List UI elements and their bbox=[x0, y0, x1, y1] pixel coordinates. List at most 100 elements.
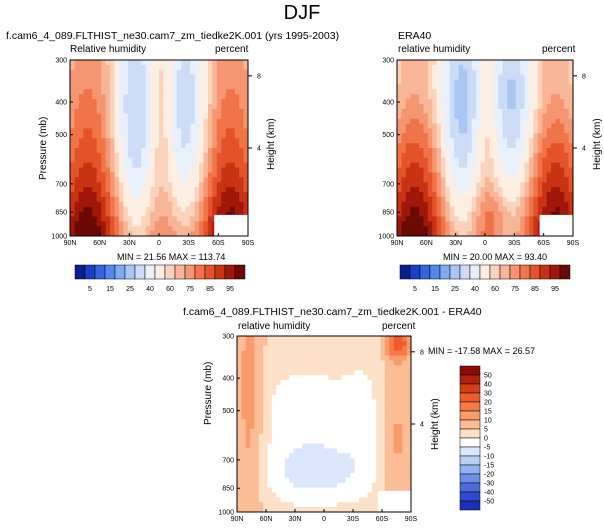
heatmap-cell bbox=[445, 79, 451, 85]
heatmap-cell bbox=[136, 84, 142, 90]
heatmap-cell bbox=[427, 99, 433, 105]
heatmap-cell bbox=[341, 472, 347, 479]
heatmap-cell bbox=[250, 487, 255, 493]
y-tick-label: 400 bbox=[382, 100, 394, 107]
heatmap-cell bbox=[96, 231, 102, 237]
heatmap-cell bbox=[216, 187, 222, 193]
heatmap-cell bbox=[384, 468, 390, 474]
colorbar-swatch bbox=[459, 473, 481, 484]
heatmap-cell bbox=[306, 477, 312, 484]
heatmap-cell bbox=[401, 152, 407, 159]
heatmap-cell bbox=[319, 414, 325, 420]
heatmap-cell bbox=[401, 221, 407, 227]
heatmap-cell bbox=[515, 226, 521, 232]
heatmap-cell bbox=[181, 162, 187, 168]
heatmap-cell bbox=[315, 355, 321, 361]
heatmap-cell bbox=[337, 355, 342, 361]
heatmap-cell bbox=[337, 492, 342, 498]
heatmap-cell bbox=[551, 79, 556, 85]
heatmap-cell bbox=[515, 64, 521, 71]
heatmap-cell bbox=[397, 424, 403, 430]
heatmap-cell bbox=[401, 60, 407, 66]
heatmap-cell bbox=[427, 60, 433, 66]
heatmap-cell bbox=[524, 79, 530, 85]
heatmap-cell bbox=[445, 113, 451, 120]
heatmap-cell bbox=[524, 221, 530, 227]
heatmap-cell bbox=[243, 162, 249, 168]
heatmap-cell bbox=[406, 360, 412, 366]
heatmap-cell bbox=[280, 468, 286, 474]
heatmap-cell bbox=[267, 345, 273, 352]
heatmap-cell bbox=[176, 74, 182, 80]
heatmap-cell bbox=[480, 89, 486, 95]
heatmap-cell bbox=[389, 453, 394, 459]
heatmap-cell bbox=[542, 128, 547, 134]
heatmap-cell bbox=[302, 409, 307, 415]
colorbar-swatch bbox=[459, 482, 481, 493]
heatmap-cell bbox=[141, 231, 147, 237]
heatmap-cell bbox=[190, 64, 195, 71]
heatmap-cell bbox=[221, 206, 227, 212]
heatmap-cell bbox=[568, 148, 574, 154]
heatmap-cell bbox=[181, 104, 187, 110]
heatmap-cell bbox=[507, 99, 512, 105]
heatmap-cell bbox=[397, 216, 402, 222]
heatmap-cell bbox=[92, 196, 98, 203]
heatmap-cell bbox=[83, 231, 89, 237]
heatmap-cell bbox=[328, 370, 334, 376]
heatmap-cell bbox=[315, 419, 321, 425]
heatmap-cell bbox=[345, 492, 351, 498]
heatmap-cell bbox=[345, 443, 351, 449]
heatmap-cell bbox=[203, 157, 209, 164]
heatmap-cell bbox=[163, 143, 169, 149]
heatmap-cell bbox=[454, 118, 459, 124]
heatmap-cell bbox=[328, 428, 334, 435]
heatmap-cell bbox=[239, 138, 244, 144]
heatmap-cell bbox=[341, 463, 347, 469]
heatmap-cell bbox=[87, 94, 93, 100]
heatmap-cell bbox=[92, 177, 98, 183]
heatmap-cell bbox=[105, 113, 111, 120]
heatmap-cell bbox=[181, 69, 187, 76]
heatmap-cell bbox=[118, 192, 124, 198]
heatmap-cell bbox=[319, 453, 325, 459]
heatmap-cell bbox=[276, 458, 281, 464]
heatmap-cell bbox=[293, 394, 299, 400]
colorbar-swatch bbox=[144, 264, 156, 280]
heatmap-cell bbox=[83, 162, 89, 168]
heatmap-cell bbox=[176, 108, 182, 115]
heatmap-cell bbox=[310, 458, 316, 464]
heatmap-cell bbox=[533, 192, 539, 198]
heatmap-cell bbox=[363, 428, 368, 435]
heatmap-cell bbox=[341, 365, 347, 371]
heatmap-cell bbox=[70, 128, 75, 134]
heatmap-cell bbox=[485, 99, 490, 105]
heatmap-cell bbox=[358, 365, 364, 371]
heatmap-cell bbox=[319, 502, 325, 508]
heatmap-cell bbox=[441, 69, 446, 76]
heatmap-cell bbox=[297, 502, 303, 508]
heatmap-cell bbox=[449, 99, 455, 105]
heatmap-cell bbox=[511, 157, 517, 164]
heatmap-cell bbox=[406, 389, 412, 396]
heatmap-cell bbox=[354, 448, 360, 454]
heatmap-cell bbox=[345, 424, 351, 430]
heatmap-cell bbox=[110, 99, 115, 105]
heatmap-cell bbox=[127, 94, 133, 100]
heatmap-cell bbox=[114, 113, 120, 120]
heatmap-cell bbox=[471, 138, 477, 144]
heatmap-cell bbox=[337, 350, 342, 356]
heatmap-cell bbox=[436, 221, 442, 227]
heatmap-cell bbox=[524, 104, 530, 110]
heatmap-cell bbox=[163, 196, 169, 203]
heatmap-cell bbox=[267, 399, 273, 405]
heatmap-cell bbox=[511, 89, 517, 95]
heatmap-cell bbox=[176, 128, 182, 134]
heatmap-cell bbox=[423, 79, 429, 85]
heatmap-cell bbox=[332, 419, 338, 425]
heatmap-cell bbox=[136, 79, 142, 85]
heatmap-cell bbox=[199, 187, 204, 193]
heatmap-cell bbox=[332, 370, 338, 376]
heatmap-cell bbox=[245, 502, 251, 508]
heatmap-cell bbox=[402, 433, 408, 440]
